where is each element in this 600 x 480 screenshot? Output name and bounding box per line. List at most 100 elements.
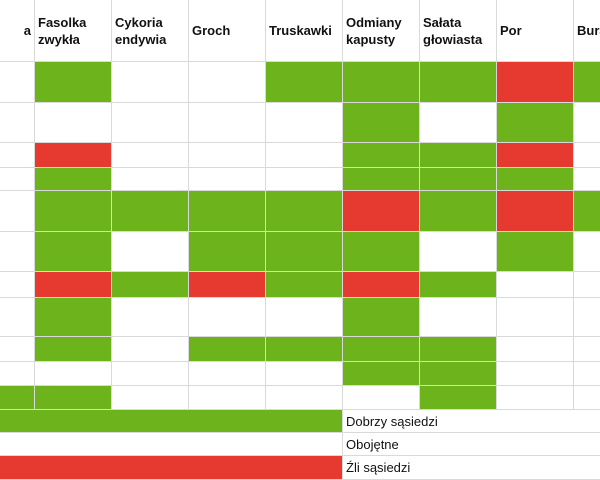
- table-cell: [343, 103, 420, 143]
- column-header: Sałata głowiasta: [420, 0, 497, 62]
- table-cell: [266, 103, 343, 143]
- column-header: Truskawki: [266, 0, 343, 62]
- table-cell: [266, 62, 343, 103]
- column-header: Por: [497, 0, 574, 62]
- table-cell: [189, 143, 266, 168]
- table-cell: [343, 337, 420, 362]
- table-cell: [266, 337, 343, 362]
- table-cell: [574, 272, 600, 298]
- table-cell: [0, 337, 35, 362]
- table-cell: [420, 337, 497, 362]
- table-cell: [112, 298, 189, 337]
- table-cell: [266, 272, 343, 298]
- table-cell: [266, 298, 343, 337]
- table-cell: [189, 191, 266, 232]
- table-cell: [35, 272, 112, 298]
- table-cell: [35, 298, 112, 337]
- table-cell: [266, 191, 343, 232]
- table-cell: [35, 143, 112, 168]
- table-cell: [343, 143, 420, 168]
- table-cell: [0, 62, 35, 103]
- table-cell: [112, 62, 189, 103]
- table-cell: [343, 232, 420, 272]
- legend-label: Dobrzy sąsiedzi: [343, 410, 600, 433]
- column-header: Cykoria endywia: [112, 0, 189, 62]
- table-cell: [0, 298, 35, 337]
- table-cell: [35, 168, 112, 191]
- table-cell: [420, 298, 497, 337]
- table-cell: [343, 191, 420, 232]
- table-cell: [266, 232, 343, 272]
- table-cell: [574, 298, 600, 337]
- table-cell: [189, 232, 266, 272]
- table-cell: [343, 168, 420, 191]
- table-cell: [420, 103, 497, 143]
- table-cell: [497, 272, 574, 298]
- legend-label: Obojętne: [343, 433, 600, 456]
- table-cell: [420, 272, 497, 298]
- table-cell: [189, 62, 266, 103]
- table-cell: [497, 298, 574, 337]
- table-cell: [420, 62, 497, 103]
- table-cell: [497, 103, 574, 143]
- table-cell: [0, 272, 35, 298]
- column-header: Fasolka zwykła: [35, 0, 112, 62]
- table-cell: [420, 232, 497, 272]
- table-cell: [343, 362, 420, 386]
- table-cell: [497, 232, 574, 272]
- table-cell: [0, 362, 35, 386]
- table-cell: [574, 337, 600, 362]
- table-cell: [343, 298, 420, 337]
- column-header: Groch: [189, 0, 266, 62]
- table-cell: [189, 168, 266, 191]
- table-cell: [35, 191, 112, 232]
- table-cell: [420, 143, 497, 168]
- table-cell: [112, 103, 189, 143]
- table-cell: [0, 168, 35, 191]
- table-cell: [574, 168, 600, 191]
- table-cell: [112, 168, 189, 191]
- table-cell: [112, 143, 189, 168]
- table-cell: [574, 62, 600, 103]
- column-header: Odmiany kapusty: [343, 0, 420, 62]
- table-cell: [112, 191, 189, 232]
- table-cell: [189, 337, 266, 362]
- table-cell: [574, 143, 600, 168]
- table-cell: [0, 191, 35, 232]
- table-cell: [35, 337, 112, 362]
- table-cell: [0, 103, 35, 143]
- table-cell: [189, 386, 266, 410]
- table-cell: [0, 232, 35, 272]
- table-cell: [574, 103, 600, 143]
- table-cell: [497, 62, 574, 103]
- column-header: Bura liści: [574, 0, 600, 62]
- table-cell: [266, 143, 343, 168]
- table-cell: [497, 386, 574, 410]
- table-cell: [35, 232, 112, 272]
- table-cell: [343, 62, 420, 103]
- table-cell: [574, 386, 600, 410]
- table-cell: [35, 103, 112, 143]
- table-cell: [420, 191, 497, 232]
- table-cell: [497, 143, 574, 168]
- legend-swatch: [0, 433, 343, 456]
- table-cell: [420, 386, 497, 410]
- table-cell: [112, 337, 189, 362]
- table-cell: [0, 386, 35, 410]
- table-cell: [189, 362, 266, 386]
- table-cell: [574, 232, 600, 272]
- table-cell: [189, 298, 266, 337]
- table-cell: [497, 168, 574, 191]
- table-cell: [112, 386, 189, 410]
- table-cell: [189, 103, 266, 143]
- table-cell: [112, 362, 189, 386]
- table-cell: [35, 362, 112, 386]
- table-cell: [266, 168, 343, 191]
- table-cell: [266, 386, 343, 410]
- table-cell: [420, 362, 497, 386]
- table-cell: [112, 272, 189, 298]
- table-cell: [189, 272, 266, 298]
- table-cell: [497, 191, 574, 232]
- legend-swatch: [0, 410, 343, 433]
